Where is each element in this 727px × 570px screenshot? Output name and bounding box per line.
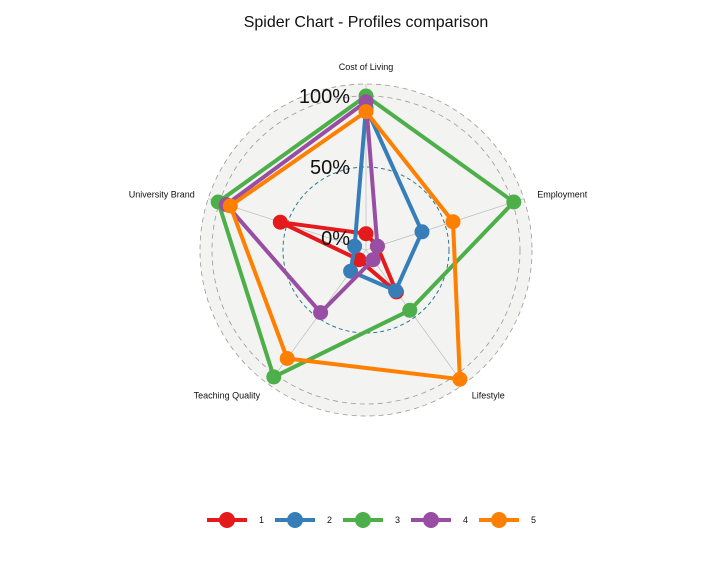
data-point [272,214,288,230]
legend-label: 2 [327,515,332,525]
data-point [313,305,329,321]
grid-label: 50% [310,157,350,179]
legend-label: 1 [259,515,264,525]
chart-title: Spider Chart - Profiles comparison [244,14,489,31]
series-line [348,105,424,293]
series-line [224,99,380,315]
legend: 1 2 3 4 5 [207,512,536,528]
legend-label: 5 [531,515,536,525]
data-point [506,194,522,210]
grid-label: 100% [299,86,350,108]
data-point [445,214,461,230]
legend-item: 5 [479,512,536,528]
data-point [452,371,468,387]
grid-label: 0% [321,228,350,250]
data-point [279,351,295,366]
legend-item: 1 [207,512,264,528]
series-line [216,94,516,379]
legend-swatch-point [491,512,507,528]
grid-circle-100 [211,95,521,405]
axis-label: Cost of Living [339,62,394,72]
data-point [369,238,385,254]
series-layer [210,88,522,387]
axis-label: Teaching Quality [194,391,261,401]
grid-circle-50 [282,166,450,334]
axis-label: Lifestyle [472,391,505,401]
data-point [343,263,359,279]
legend-item: 4 [411,512,468,528]
legend-label: 4 [463,515,468,525]
data-point [414,224,430,240]
axis-label: University Brand [129,189,195,199]
data-point [347,238,363,254]
axis-spoke [365,198,524,251]
data-point [222,198,238,214]
legend-swatch-point [219,512,235,528]
legend-item: 2 [275,512,332,528]
data-point [388,283,404,299]
legend-swatch-point [423,512,439,528]
data-point [358,104,374,120]
axis-labels: Cost of Living Employment Lifestyle Teachin… [129,62,588,401]
data-point [351,252,367,268]
axis-label: Employment [537,189,588,199]
legend-label: 3 [395,515,400,525]
data-point [402,302,418,318]
data-point [266,369,282,385]
legend-item: 3 [343,512,400,528]
legend-swatch-point [355,512,371,528]
data-point [358,226,374,242]
legend-swatch-point [287,512,303,528]
series-5 [222,104,468,387]
series-line [228,109,462,382]
data-point [365,252,381,268]
grid-percent-labels: 0% 50% 100% [299,86,350,250]
